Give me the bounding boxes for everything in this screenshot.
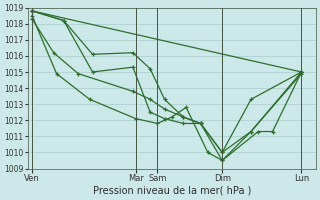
- X-axis label: Pression niveau de la mer( hPa ): Pression niveau de la mer( hPa ): [92, 186, 251, 196]
